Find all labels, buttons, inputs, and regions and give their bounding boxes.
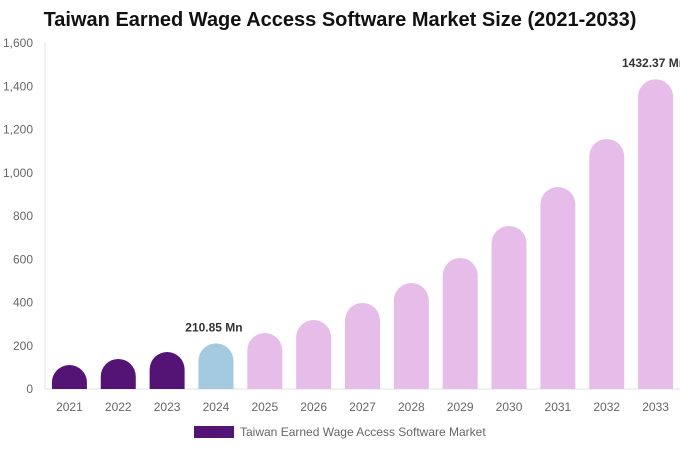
x-tick-label: 2031	[545, 400, 572, 414]
y-tick-label: 1,000	[3, 166, 33, 180]
bar-2028	[393, 283, 429, 389]
bar-2023	[149, 352, 185, 389]
x-tick-label: 2029	[447, 400, 474, 414]
x-tick-label: 2028	[398, 400, 425, 414]
bar-2033	[638, 79, 674, 389]
y-tick-label: 1,400	[3, 79, 33, 93]
y-tick-label: 400	[13, 296, 33, 310]
x-tick-label: 2032	[593, 400, 620, 414]
y-tick-label: 1,200	[3, 123, 33, 137]
y-tick-label: 800	[13, 209, 33, 223]
x-tick-label: 2026	[300, 400, 327, 414]
data-label: 1432.37 Mn	[622, 56, 680, 70]
y-tick-label: 200	[13, 339, 33, 353]
y-tick-label: 0	[26, 382, 33, 396]
chart-title: Taiwan Earned Wage Access Software Marke…	[43, 9, 637, 31]
y-tick-label: 1,600	[3, 36, 33, 50]
x-tick-label: 2023	[154, 400, 181, 414]
bar-2021	[51, 365, 87, 389]
bar-2030	[491, 225, 527, 389]
bar-2031	[540, 187, 576, 389]
x-tick-label: 2027	[349, 400, 376, 414]
bar-2032	[589, 139, 625, 389]
x-tick-label: 2033	[642, 400, 669, 414]
x-tick-label: 2021	[56, 400, 83, 414]
x-tick-label: 2022	[105, 400, 132, 414]
x-tick-label: 2030	[496, 400, 523, 414]
bar-2027	[345, 302, 380, 389]
legend-label: Taiwan Earned Wage Access Software Marke…	[240, 425, 486, 439]
bar-2026	[296, 320, 332, 389]
bar-2025	[247, 332, 283, 389]
bar-2022	[100, 358, 136, 389]
x-tick-label: 2025	[251, 400, 278, 414]
data-label: 210.85 Mn	[185, 320, 242, 334]
x-tick-label: 2024	[203, 400, 230, 414]
bar-2029	[442, 257, 478, 389]
bar-2024	[198, 343, 234, 389]
legend[interactable]: Taiwan Earned Wage Access Software Marke…	[194, 425, 486, 439]
legend-swatch	[194, 426, 234, 438]
y-tick-label: 600	[13, 252, 33, 266]
